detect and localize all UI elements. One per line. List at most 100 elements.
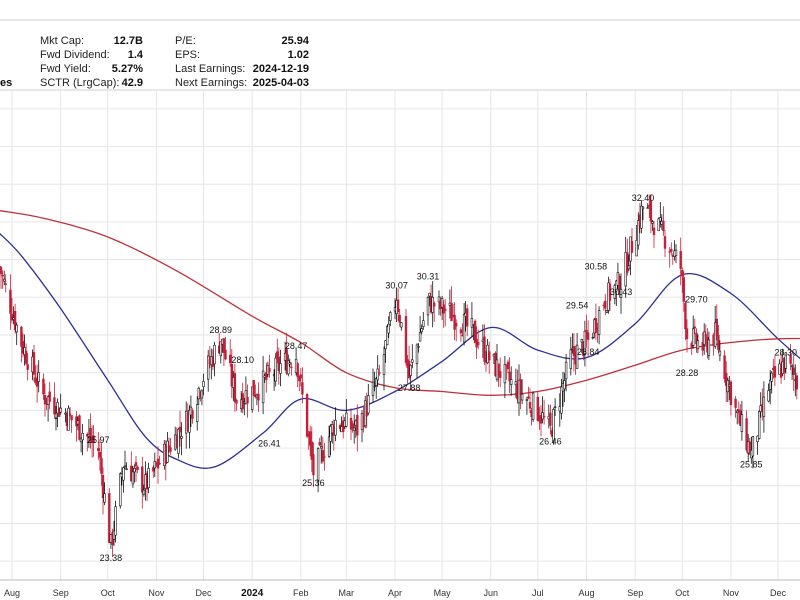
candle-body bbox=[790, 365, 794, 368]
chart-grid bbox=[0, 90, 800, 581]
candle-body bbox=[757, 410, 761, 439]
candle-body bbox=[411, 359, 414, 363]
candle-body bbox=[470, 317, 474, 328]
candle-body bbox=[167, 445, 171, 449]
candle-body bbox=[459, 329, 463, 334]
price-callout: 25.85 bbox=[740, 460, 763, 470]
x-tick-label: Feb bbox=[293, 588, 309, 598]
candle-body bbox=[56, 402, 59, 414]
candle-body bbox=[679, 251, 682, 269]
candle-body bbox=[32, 352, 36, 375]
candle-body bbox=[465, 308, 469, 327]
candle-body bbox=[564, 361, 568, 380]
candle-body bbox=[691, 328, 695, 346]
candle-body bbox=[299, 374, 302, 379]
x-tick-label: Jun bbox=[484, 588, 499, 598]
candle-body bbox=[506, 361, 510, 370]
x-tick-label: Aug bbox=[4, 588, 20, 598]
candle-body bbox=[296, 363, 299, 378]
candle-body bbox=[737, 409, 741, 411]
candle-body bbox=[213, 344, 216, 365]
price-callout: 28.47 bbox=[285, 341, 308, 351]
candle-body bbox=[98, 451, 102, 458]
candle-body bbox=[305, 393, 309, 437]
header-left-label: Mkt Cap: bbox=[40, 35, 84, 47]
candle-body bbox=[177, 428, 180, 454]
candle-body bbox=[233, 373, 237, 403]
candle-body bbox=[409, 364, 412, 376]
candle-body bbox=[15, 324, 18, 333]
candle-body bbox=[382, 354, 386, 375]
x-tick-label: Dec bbox=[770, 588, 787, 598]
candle-body bbox=[630, 240, 634, 253]
candle-body bbox=[235, 399, 238, 404]
x-tick-label: Mar bbox=[339, 588, 355, 598]
header-left-value: 12.7B bbox=[114, 35, 143, 47]
candle-body bbox=[373, 385, 376, 388]
candle-body bbox=[396, 299, 400, 313]
header-right-label: Next Earnings: bbox=[175, 77, 247, 89]
candle-body bbox=[345, 412, 348, 427]
candle-body bbox=[196, 404, 199, 422]
header-left-value: 1.4 bbox=[128, 49, 144, 61]
candle-body bbox=[134, 462, 138, 467]
candle-body bbox=[147, 468, 150, 488]
candle-body bbox=[432, 302, 436, 307]
candle-body bbox=[389, 312, 392, 321]
candle-body bbox=[717, 334, 720, 351]
candle-body bbox=[597, 310, 601, 335]
candle-body bbox=[224, 349, 227, 360]
candle-body bbox=[169, 447, 172, 452]
candle-body bbox=[729, 381, 733, 406]
price-callout: 30.07 bbox=[385, 281, 408, 291]
candle-body bbox=[428, 292, 431, 297]
candle-body bbox=[119, 473, 122, 507]
candle-body bbox=[549, 412, 552, 426]
price-callout: 29.54 bbox=[566, 301, 589, 311]
candle-body bbox=[241, 393, 244, 410]
price-callout: 30.43 bbox=[610, 287, 633, 297]
candle-body bbox=[229, 354, 232, 364]
x-tick-label: May bbox=[434, 588, 452, 598]
candle-body bbox=[552, 409, 555, 442]
candle-body bbox=[10, 313, 14, 321]
candle-body bbox=[316, 448, 320, 482]
candle-body bbox=[487, 351, 491, 361]
candle-body bbox=[591, 336, 595, 339]
candle-body bbox=[20, 326, 23, 347]
candle-body bbox=[615, 280, 618, 292]
x-tick-label: Aug bbox=[578, 588, 594, 598]
candle-body bbox=[398, 314, 401, 323]
candle-body bbox=[450, 302, 453, 322]
candle-body bbox=[387, 323, 390, 334]
moving-averages bbox=[0, 210, 800, 469]
candle-body bbox=[768, 379, 772, 390]
candle-body bbox=[748, 441, 751, 455]
candle-body bbox=[54, 417, 58, 419]
header-right-label: Last Earnings: bbox=[175, 63, 245, 75]
x-axis-ticks: Aug Sep Oct Nov Dec 2024 Feb Mar Apr May Jun Jul Aug… bbox=[4, 588, 787, 599]
candle-body bbox=[563, 380, 566, 390]
price-candles bbox=[0, 194, 799, 558]
candle-body bbox=[123, 465, 127, 468]
candle-body bbox=[81, 432, 84, 441]
candle-body bbox=[503, 363, 507, 384]
price-callout: 27.88 bbox=[398, 383, 421, 393]
candle-body bbox=[704, 334, 708, 337]
header-left-value: 42.9 bbox=[122, 77, 143, 89]
price-callout: 26.41 bbox=[258, 439, 281, 449]
header-right-label: P/E: bbox=[175, 35, 196, 47]
candle-body bbox=[142, 489, 146, 495]
candle-body bbox=[323, 456, 326, 458]
candle-body bbox=[420, 328, 423, 333]
candle-body bbox=[100, 457, 103, 474]
candle-body bbox=[279, 363, 282, 374]
candle-body bbox=[637, 220, 640, 246]
candle-body bbox=[78, 415, 81, 440]
x-tick-label: Nov bbox=[148, 588, 165, 598]
candle-body bbox=[635, 240, 638, 257]
candle-body bbox=[751, 436, 755, 457]
x-tick-label: 2024 bbox=[241, 588, 264, 599]
candle-body bbox=[651, 221, 654, 224]
